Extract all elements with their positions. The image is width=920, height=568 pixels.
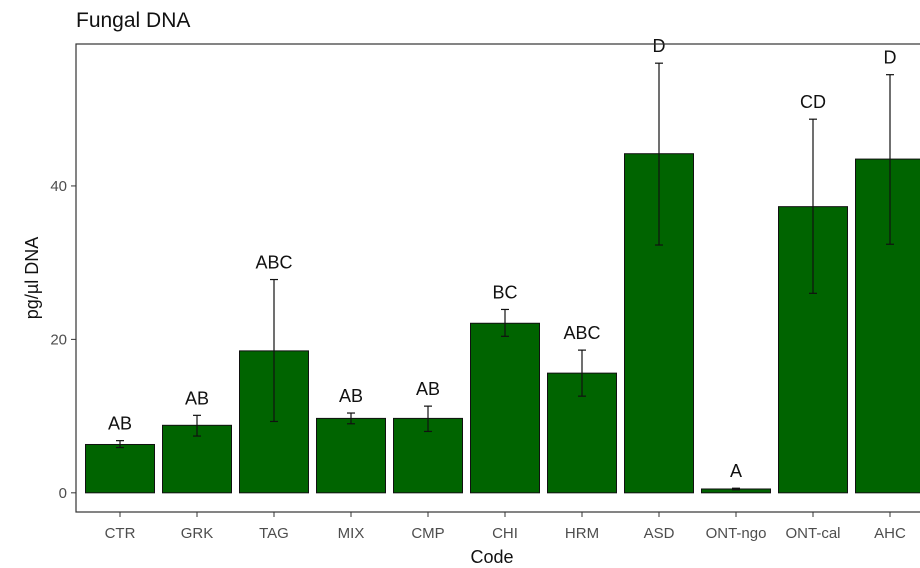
significance-label-grk: AB xyxy=(185,388,209,408)
chart-title: Fungal DNA xyxy=(76,9,190,32)
significance-label-ahc: D xyxy=(884,48,897,68)
x-tick-label-grk: GRK xyxy=(181,525,214,542)
significance-label-tag: ABC xyxy=(255,253,292,273)
significance-label-ont-ngo: A xyxy=(730,461,742,481)
y-tick-label-0: 0 xyxy=(59,485,67,502)
error-bars-group xyxy=(116,62,894,491)
significance-label-ctr: AB xyxy=(108,414,132,434)
x-tick-label-ont-cal: ONT-cal xyxy=(785,525,840,542)
y-tick-label-20: 20 xyxy=(50,331,67,348)
x-tick-label-mix: MIX xyxy=(338,525,365,542)
significance-label-mix: AB xyxy=(339,386,363,406)
x-tick-label-ctr: CTR xyxy=(105,525,136,542)
significance-label-chi: BC xyxy=(492,282,517,302)
bar-chi xyxy=(470,322,540,494)
y-axis: 0 20 40 xyxy=(50,178,76,502)
x-tick-label-cmp: CMP xyxy=(411,525,444,542)
x-axis-title: Code xyxy=(470,547,513,567)
x-tick-label-chi: CHI xyxy=(492,525,518,542)
significance-label-asd: D xyxy=(653,36,666,56)
significance-label-ont-cal: CD xyxy=(800,92,826,112)
bar-mix xyxy=(316,417,386,494)
x-axis: CTR GRK TAG MIX CMP CHI HRM ASD ONT-ngo ONT-cal AH… xyxy=(105,512,906,542)
x-tick-label-hrm: HRM xyxy=(565,525,599,542)
y-axis-title: pg/µl DNA xyxy=(22,237,42,319)
bar-ahc xyxy=(855,158,920,494)
x-tick-label-asd: ASD xyxy=(644,525,675,542)
y-tick-label-40: 40 xyxy=(50,178,67,195)
plot-panel-border xyxy=(75,43,920,513)
x-tick-label-tag: TAG xyxy=(259,525,289,542)
x-tick-label-ahc: AHC xyxy=(874,525,906,542)
bars-group xyxy=(85,153,920,494)
significance-label-cmp: AB xyxy=(416,379,440,399)
x-tick-label-ont-ngo: ONT-ngo xyxy=(706,525,767,542)
significance-label-hrm: ABC xyxy=(563,323,600,343)
bar-ctr xyxy=(85,443,155,494)
significance-labels-group: AB AB ABC AB AB BC ABC D A CD D xyxy=(108,36,897,481)
